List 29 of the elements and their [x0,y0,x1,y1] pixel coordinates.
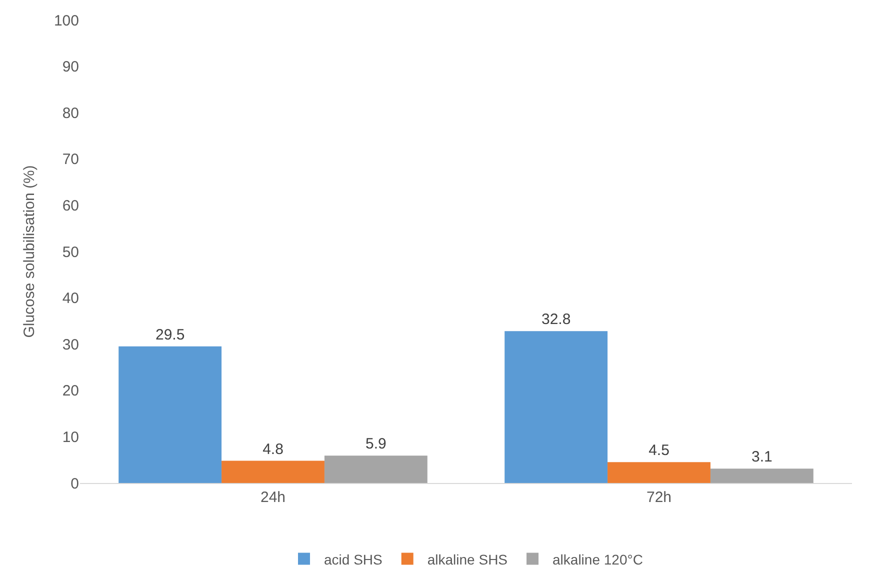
y-axis-title: Glucose solubilisation (%) [21,165,38,338]
x-tick-label: 24h [260,489,286,506]
y-tick-label: 30 [62,336,79,354]
x-tick-label: 72h [646,489,672,506]
bar [118,346,222,483]
bar [608,462,710,483]
y-tick-label: 90 [62,58,79,76]
data-label: 4.8 [262,440,284,458]
data-label: 32.8 [541,311,571,328]
legend-label: alkaline 120°C [552,551,643,568]
y-tick-label: 50 [62,244,79,261]
y-tick-label: 10 [62,428,79,446]
data-label: 29.5 [155,326,185,344]
data-label: 4.5 [648,442,670,460]
legend-label: alkaline SHS [427,551,508,568]
y-tick-label: 100 [54,12,79,30]
bar [222,460,324,483]
y-tick-label: 20 [62,382,79,400]
y-tick-label: 40 [62,290,79,308]
legend-label: acid SHS [324,551,382,568]
y-tick-label: 80 [62,104,79,122]
y-tick-label: 70 [62,151,79,168]
data-label: 3.1 [752,448,772,466]
y-tick-label: 60 [62,197,79,214]
bar [504,331,608,483]
bar [710,468,814,483]
data-label: 5.9 [366,436,386,453]
bar [324,456,428,483]
y-tick-label: 0 [70,475,79,492]
